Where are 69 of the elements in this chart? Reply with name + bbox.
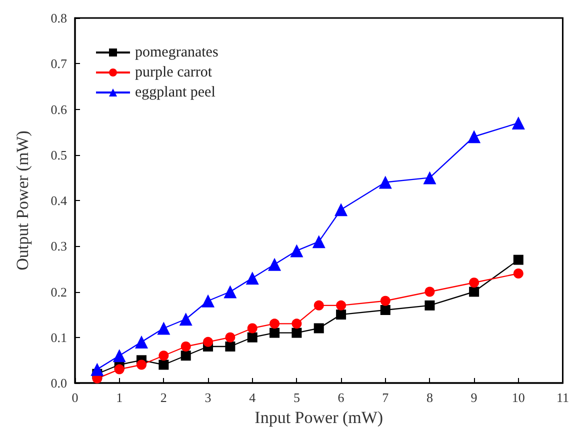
y-tick-label: 0.1 — [50, 330, 67, 345]
x-tick-label: 10 — [512, 390, 525, 405]
x-tick-label: 6 — [338, 390, 345, 405]
point — [512, 116, 525, 130]
point — [314, 300, 324, 310]
point — [312, 235, 326, 248]
x-tick-label: 1 — [116, 390, 123, 405]
point — [180, 350, 191, 361]
y-tick-label: 0.5 — [50, 147, 67, 162]
y-tick-label: 0.3 — [50, 238, 67, 254]
point — [336, 310, 346, 320]
point — [513, 268, 524, 278]
x-tick-label: 11 — [556, 390, 570, 405]
point — [136, 360, 147, 370]
point — [469, 286, 480, 297]
point — [158, 360, 169, 370]
y-tick-label: 0.2 — [50, 284, 67, 300]
point — [247, 332, 258, 342]
x-tick-label: 9 — [470, 390, 478, 405]
point — [225, 332, 236, 342]
point — [334, 203, 348, 216]
x-tick-label: 7 — [382, 390, 390, 405]
point — [90, 362, 104, 376]
legend-label: eggplant peel — [135, 84, 216, 100]
point — [292, 328, 302, 338]
point — [270, 328, 280, 338]
x-tick-label: 2 — [160, 390, 167, 405]
point — [424, 286, 435, 297]
y-tick-label: 0.0 — [50, 376, 67, 390]
point — [513, 254, 524, 265]
x-tick-label: 8 — [426, 390, 433, 405]
y-tick-label: 0.4 — [50, 193, 68, 208]
point — [469, 278, 480, 288]
point — [270, 318, 280, 329]
point — [203, 336, 214, 347]
y-axis-title: Output Power (mW) — [13, 130, 32, 270]
point — [112, 349, 126, 362]
legend-label: pomegranates — [135, 44, 218, 60]
point — [292, 318, 302, 329]
point — [314, 323, 324, 334]
point — [378, 176, 392, 189]
point — [268, 258, 282, 271]
y-tick-label: 0.8 — [50, 10, 67, 26]
point — [336, 300, 346, 310]
x-tick-label: 5 — [293, 390, 300, 405]
x-tick-label: 4 — [249, 390, 256, 405]
point — [224, 285, 237, 298]
point — [157, 322, 170, 335]
point — [380, 305, 390, 315]
point — [423, 171, 436, 184]
point — [180, 342, 191, 352]
x-tick-label: 0 — [72, 390, 78, 405]
point — [246, 272, 259, 285]
y-tick-label: 0.6 — [50, 102, 68, 117]
point — [202, 294, 215, 308]
point — [468, 130, 481, 144]
x-axis-title: Input Power (mW) — [254, 408, 384, 427]
point — [135, 335, 148, 348]
x-tick-label: 3 — [204, 390, 212, 405]
point — [290, 244, 304, 258]
point — [424, 300, 435, 310]
point — [247, 323, 258, 334]
point — [114, 364, 124, 374]
point — [179, 312, 192, 326]
point — [158, 350, 169, 361]
point — [225, 342, 236, 352]
y-tick-label: 0.7 — [50, 56, 68, 72]
legend-label: purple carrot — [135, 64, 213, 80]
point — [380, 296, 390, 306]
